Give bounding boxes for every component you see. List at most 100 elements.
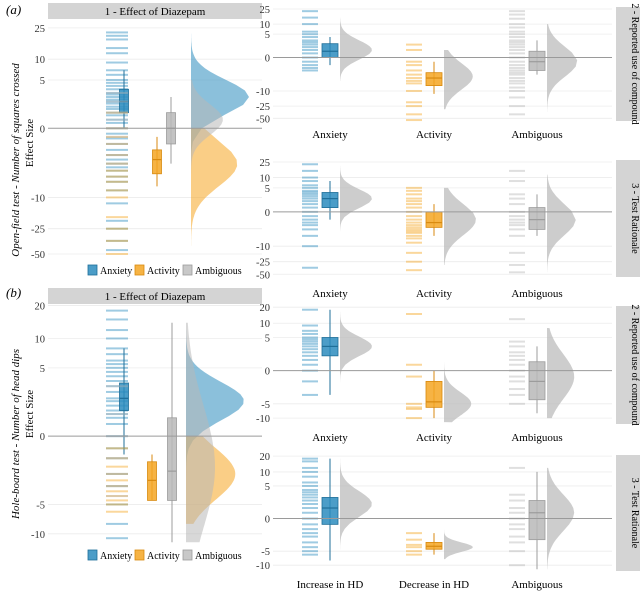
data-point <box>106 102 128 105</box>
strip-bg <box>48 3 262 19</box>
tick-label: -5 <box>36 500 45 511</box>
data-point <box>509 388 525 391</box>
box <box>425 72 443 86</box>
data-point <box>302 511 318 514</box>
data-point <box>406 113 422 116</box>
data-point <box>302 169 318 172</box>
data-point <box>106 457 128 460</box>
category-label: Activity <box>416 288 453 300</box>
tick-label: -50 <box>256 270 270 281</box>
tick-label: 20 <box>260 303 271 314</box>
data-point <box>106 189 128 192</box>
data-point <box>106 252 128 255</box>
data-point <box>302 163 318 166</box>
tick-label: 0 <box>265 208 270 219</box>
data-point <box>302 348 318 351</box>
legend-b-anxiety-key <box>87 549 98 561</box>
data-point <box>106 447 128 450</box>
data-point <box>106 100 128 103</box>
category-label: Ambiguous <box>511 579 562 591</box>
strip-label: 3 - Test Rationale <box>629 183 640 254</box>
panel-b-ylabel2: Effect Size <box>24 390 36 438</box>
data-point <box>509 86 525 89</box>
data-point <box>302 48 318 51</box>
data-point <box>302 203 318 206</box>
data-point <box>302 363 318 366</box>
data-point <box>302 342 318 345</box>
data-point <box>406 417 422 420</box>
data-point <box>406 532 422 535</box>
legend-a-anxiety-key <box>87 264 98 276</box>
tick-label: 25 <box>260 5 271 16</box>
legend-a-anxiety: Anxiety <box>87 264 132 277</box>
data-point <box>302 460 318 463</box>
group-ambiguous: Ambiguous <box>509 318 575 444</box>
panel-a-ylabel: Open-field test - Number of squares cros… <box>10 63 22 257</box>
data-point <box>106 69 128 72</box>
data-point <box>406 203 422 206</box>
data-point <box>106 495 128 498</box>
box <box>425 211 443 228</box>
panel-b-tag: (b) <box>6 285 21 300</box>
data-point <box>302 336 318 339</box>
data-point <box>406 226 422 229</box>
category-label: Anxiety <box>312 288 348 300</box>
data-point <box>509 23 525 26</box>
box <box>528 500 546 541</box>
tick-label: 0 <box>265 515 270 526</box>
data-point <box>406 251 422 254</box>
tick-label: 10 <box>260 468 271 479</box>
data-point <box>302 228 318 231</box>
tick-label: 20 <box>260 452 271 463</box>
data-point <box>509 550 525 553</box>
data-point <box>406 82 422 85</box>
violin <box>444 352 472 423</box>
strip-bg <box>616 7 640 121</box>
data-point <box>302 30 318 33</box>
data-point <box>106 485 128 488</box>
data-point <box>509 528 525 531</box>
data-point <box>106 227 128 230</box>
data-point <box>106 495 128 498</box>
legend-b-ambiguous-label: Ambiguous <box>195 551 242 562</box>
data-point <box>106 52 128 55</box>
data-point <box>106 118 128 121</box>
data-point <box>302 46 318 49</box>
data-point <box>406 546 422 549</box>
data-point <box>302 338 318 341</box>
data-point <box>302 493 318 496</box>
data-point <box>406 269 422 272</box>
data-point <box>106 196 128 199</box>
data-point <box>509 466 525 469</box>
legend-a: Anxiety Activity Ambiguous <box>87 264 242 277</box>
data-point <box>106 111 128 114</box>
data-point <box>406 260 422 263</box>
tick-label: 25 <box>260 158 271 169</box>
data-point <box>406 543 422 546</box>
data-point <box>406 60 422 63</box>
data-point <box>106 111 128 114</box>
data-point <box>406 538 422 541</box>
data-point <box>302 470 318 473</box>
data-point <box>106 522 128 525</box>
data-point <box>509 105 525 108</box>
data-point <box>406 79 422 82</box>
group-ambiguous <box>106 322 215 543</box>
box <box>528 361 546 401</box>
data-point <box>106 503 128 506</box>
data-point <box>302 245 318 248</box>
data-point <box>406 553 422 556</box>
data-point <box>509 96 525 99</box>
data-point <box>106 91 128 94</box>
tick-label: 10 <box>260 20 271 31</box>
data-point <box>106 105 128 108</box>
data-point <box>106 422 128 425</box>
data-point <box>106 353 128 356</box>
strip-bg <box>616 160 640 277</box>
group-ambiguous: Ambiguous <box>509 466 575 591</box>
data-point <box>302 546 318 549</box>
data-point <box>106 457 128 460</box>
data-point <box>509 66 525 69</box>
data-point <box>106 397 128 400</box>
legend-a-ambiguous-key <box>182 264 193 276</box>
